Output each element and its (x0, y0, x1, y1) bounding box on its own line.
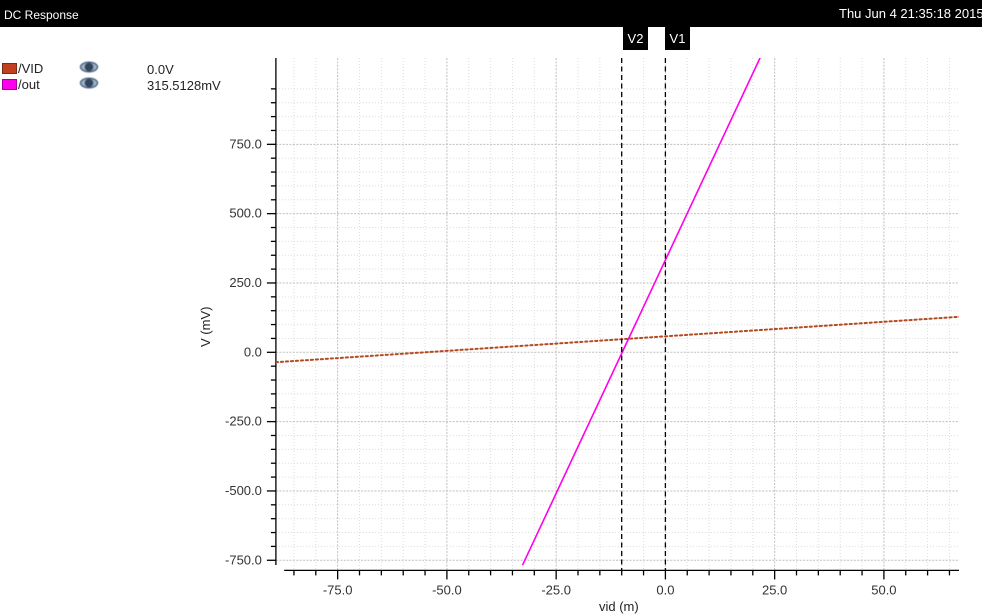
svg-text:25.0: 25.0 (762, 582, 787, 597)
svg-text:-50.0: -50.0 (432, 582, 462, 597)
svg-text:-250.0: -250.0 (225, 414, 262, 429)
svg-text:750.0: 750.0 (229, 136, 262, 151)
svg-text:-25.0: -25.0 (541, 582, 571, 597)
svg-text:-75.0: -75.0 (323, 582, 353, 597)
svg-text:-500.0: -500.0 (225, 483, 262, 498)
svg-text:-750.0: -750.0 (225, 552, 262, 567)
svg-text:50.0: 50.0 (871, 582, 896, 597)
svg-text:0.0: 0.0 (244, 344, 262, 359)
svg-text:0.0: 0.0 (656, 582, 674, 597)
svg-text:500.0: 500.0 (229, 206, 262, 221)
svg-text:250.0: 250.0 (229, 275, 262, 290)
